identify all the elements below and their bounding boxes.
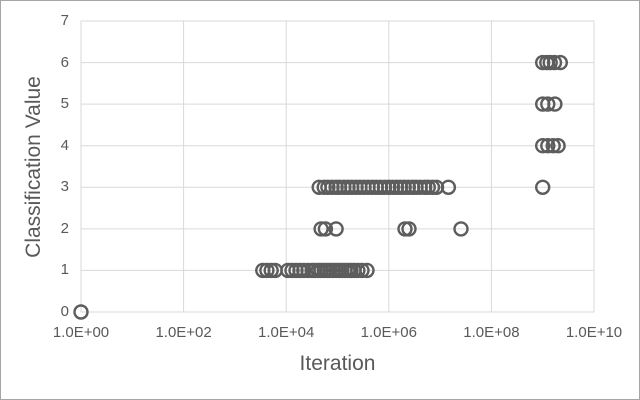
scatter-point (540, 137, 556, 154)
scatter-point (550, 137, 566, 154)
y-axis-tick-label: 1 (60, 261, 69, 279)
y-axis-tick-label: 4 (60, 136, 69, 154)
scatter-point (547, 96, 563, 112)
y-axis-tick-label: 7 (60, 12, 69, 29)
scatter-point (354, 262, 370, 279)
scatter-point (545, 137, 561, 154)
x-axis-tick-label: 1.0E+04 (258, 324, 315, 341)
x-axis-tick-label: 1.0E+00 (52, 324, 110, 341)
scatter-point (453, 221, 469, 237)
scatter-point (535, 179, 551, 196)
x-axis-tick-label: 1.0E+10 (565, 324, 623, 341)
scatter-point (535, 137, 551, 154)
x-axis-tick-label: 1.0E+08 (463, 324, 520, 341)
scatter-point (552, 54, 568, 71)
scatter-point (420, 179, 436, 196)
x-axis-title: Iteration (299, 352, 376, 375)
y-axis-tick-label: 3 (60, 178, 69, 196)
x-axis-tick-label: 1.0E+02 (155, 324, 212, 341)
scatter-point (317, 221, 334, 237)
x-axis-tick-label: 1.0E+06 (360, 324, 417, 341)
scatter-point (401, 221, 417, 237)
scatter-point (313, 221, 329, 237)
scatter-point (540, 96, 556, 112)
scatter-point (328, 221, 344, 237)
plot-border (80, 20, 595, 313)
scatter-point (259, 262, 275, 279)
scatter-point (296, 262, 312, 279)
scatter-point (542, 54, 558, 71)
y-axis-tick-label: 0 (60, 303, 69, 320)
scatter-point (73, 304, 89, 320)
y-axis-tick-label: 2 (60, 219, 69, 237)
y-axis-tick-label: 5 (60, 95, 69, 113)
scatter-point (440, 179, 457, 196)
y-axis-tick-label: 6 (60, 53, 69, 71)
scatter-point (546, 54, 563, 71)
y-axis-title: Classification Value (22, 76, 45, 258)
scatter-point (359, 262, 375, 279)
